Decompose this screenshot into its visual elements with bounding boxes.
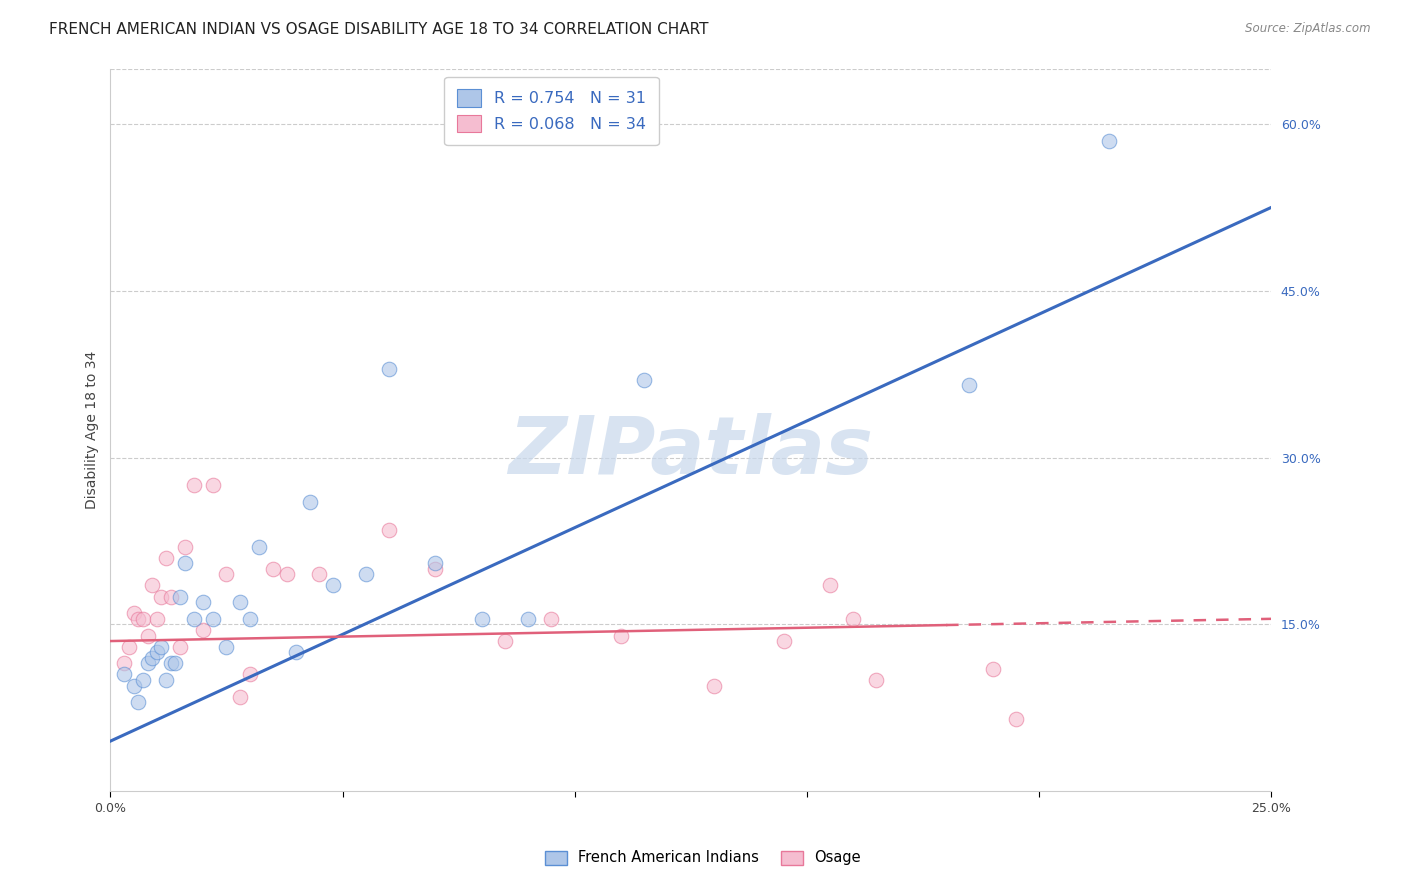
Point: [842, 612, 865, 626]
Text: ZIPatlas: ZIPatlas: [508, 412, 873, 491]
Point: [425, 562, 447, 576]
Point: [239, 612, 262, 626]
Point: [159, 657, 181, 671]
Point: [165, 657, 187, 671]
Point: [136, 657, 159, 671]
Point: [183, 478, 205, 492]
Point: [155, 673, 177, 687]
Point: [132, 673, 155, 687]
Point: [201, 478, 224, 492]
Point: [136, 628, 159, 642]
Text: FRENCH AMERICAN INDIAN VS OSAGE DISABILITY AGE 18 TO 34 CORRELATION CHART: FRENCH AMERICAN INDIAN VS OSAGE DISABILI…: [49, 22, 709, 37]
Point: [471, 612, 494, 626]
Point: [494, 634, 516, 648]
Legend: French American Indians, Osage: French American Indians, Osage: [538, 845, 868, 871]
Point: [229, 690, 252, 704]
Point: [118, 640, 141, 654]
Point: [276, 567, 298, 582]
Point: [141, 578, 163, 592]
Point: [354, 567, 377, 582]
Point: [322, 578, 344, 592]
Point: [299, 495, 322, 509]
Point: [173, 556, 195, 570]
Point: [150, 640, 173, 654]
Point: [285, 645, 308, 659]
Point: [150, 590, 173, 604]
Point: [378, 361, 401, 376]
Point: [633, 373, 655, 387]
Point: [215, 640, 238, 654]
Point: [201, 612, 224, 626]
Point: [229, 595, 252, 609]
Point: [308, 567, 330, 582]
Point: [146, 645, 169, 659]
Point: [169, 590, 191, 604]
Point: [262, 562, 284, 576]
Legend: R = 0.754   N = 31, R = 0.068   N = 34: R = 0.754 N = 31, R = 0.068 N = 34: [444, 77, 658, 145]
Point: [247, 540, 270, 554]
Point: [169, 640, 191, 654]
Point: [425, 556, 447, 570]
Point: [610, 628, 633, 642]
Y-axis label: Disability Age 18 to 34: Disability Age 18 to 34: [86, 351, 100, 509]
Point: [159, 590, 181, 604]
Point: [112, 657, 135, 671]
Point: [132, 612, 155, 626]
Point: [193, 623, 215, 637]
Point: [957, 378, 980, 392]
Point: [865, 673, 887, 687]
Point: [127, 695, 149, 709]
Point: [112, 667, 135, 681]
Point: [540, 612, 562, 626]
Point: [122, 679, 145, 693]
Point: [378, 523, 401, 537]
Point: [173, 540, 195, 554]
Point: [772, 634, 794, 648]
Point: [517, 612, 540, 626]
Point: [703, 679, 725, 693]
Point: [193, 595, 215, 609]
Point: [981, 662, 1004, 676]
Point: [122, 607, 145, 621]
Point: [215, 567, 238, 582]
Point: [818, 578, 841, 592]
Point: [183, 612, 205, 626]
Point: [239, 667, 262, 681]
Point: [127, 612, 149, 626]
Text: Source: ZipAtlas.com: Source: ZipAtlas.com: [1246, 22, 1371, 36]
Point: [146, 612, 169, 626]
Point: [141, 650, 163, 665]
Point: [1097, 134, 1119, 148]
Point: [155, 550, 177, 565]
Point: [1004, 712, 1026, 726]
